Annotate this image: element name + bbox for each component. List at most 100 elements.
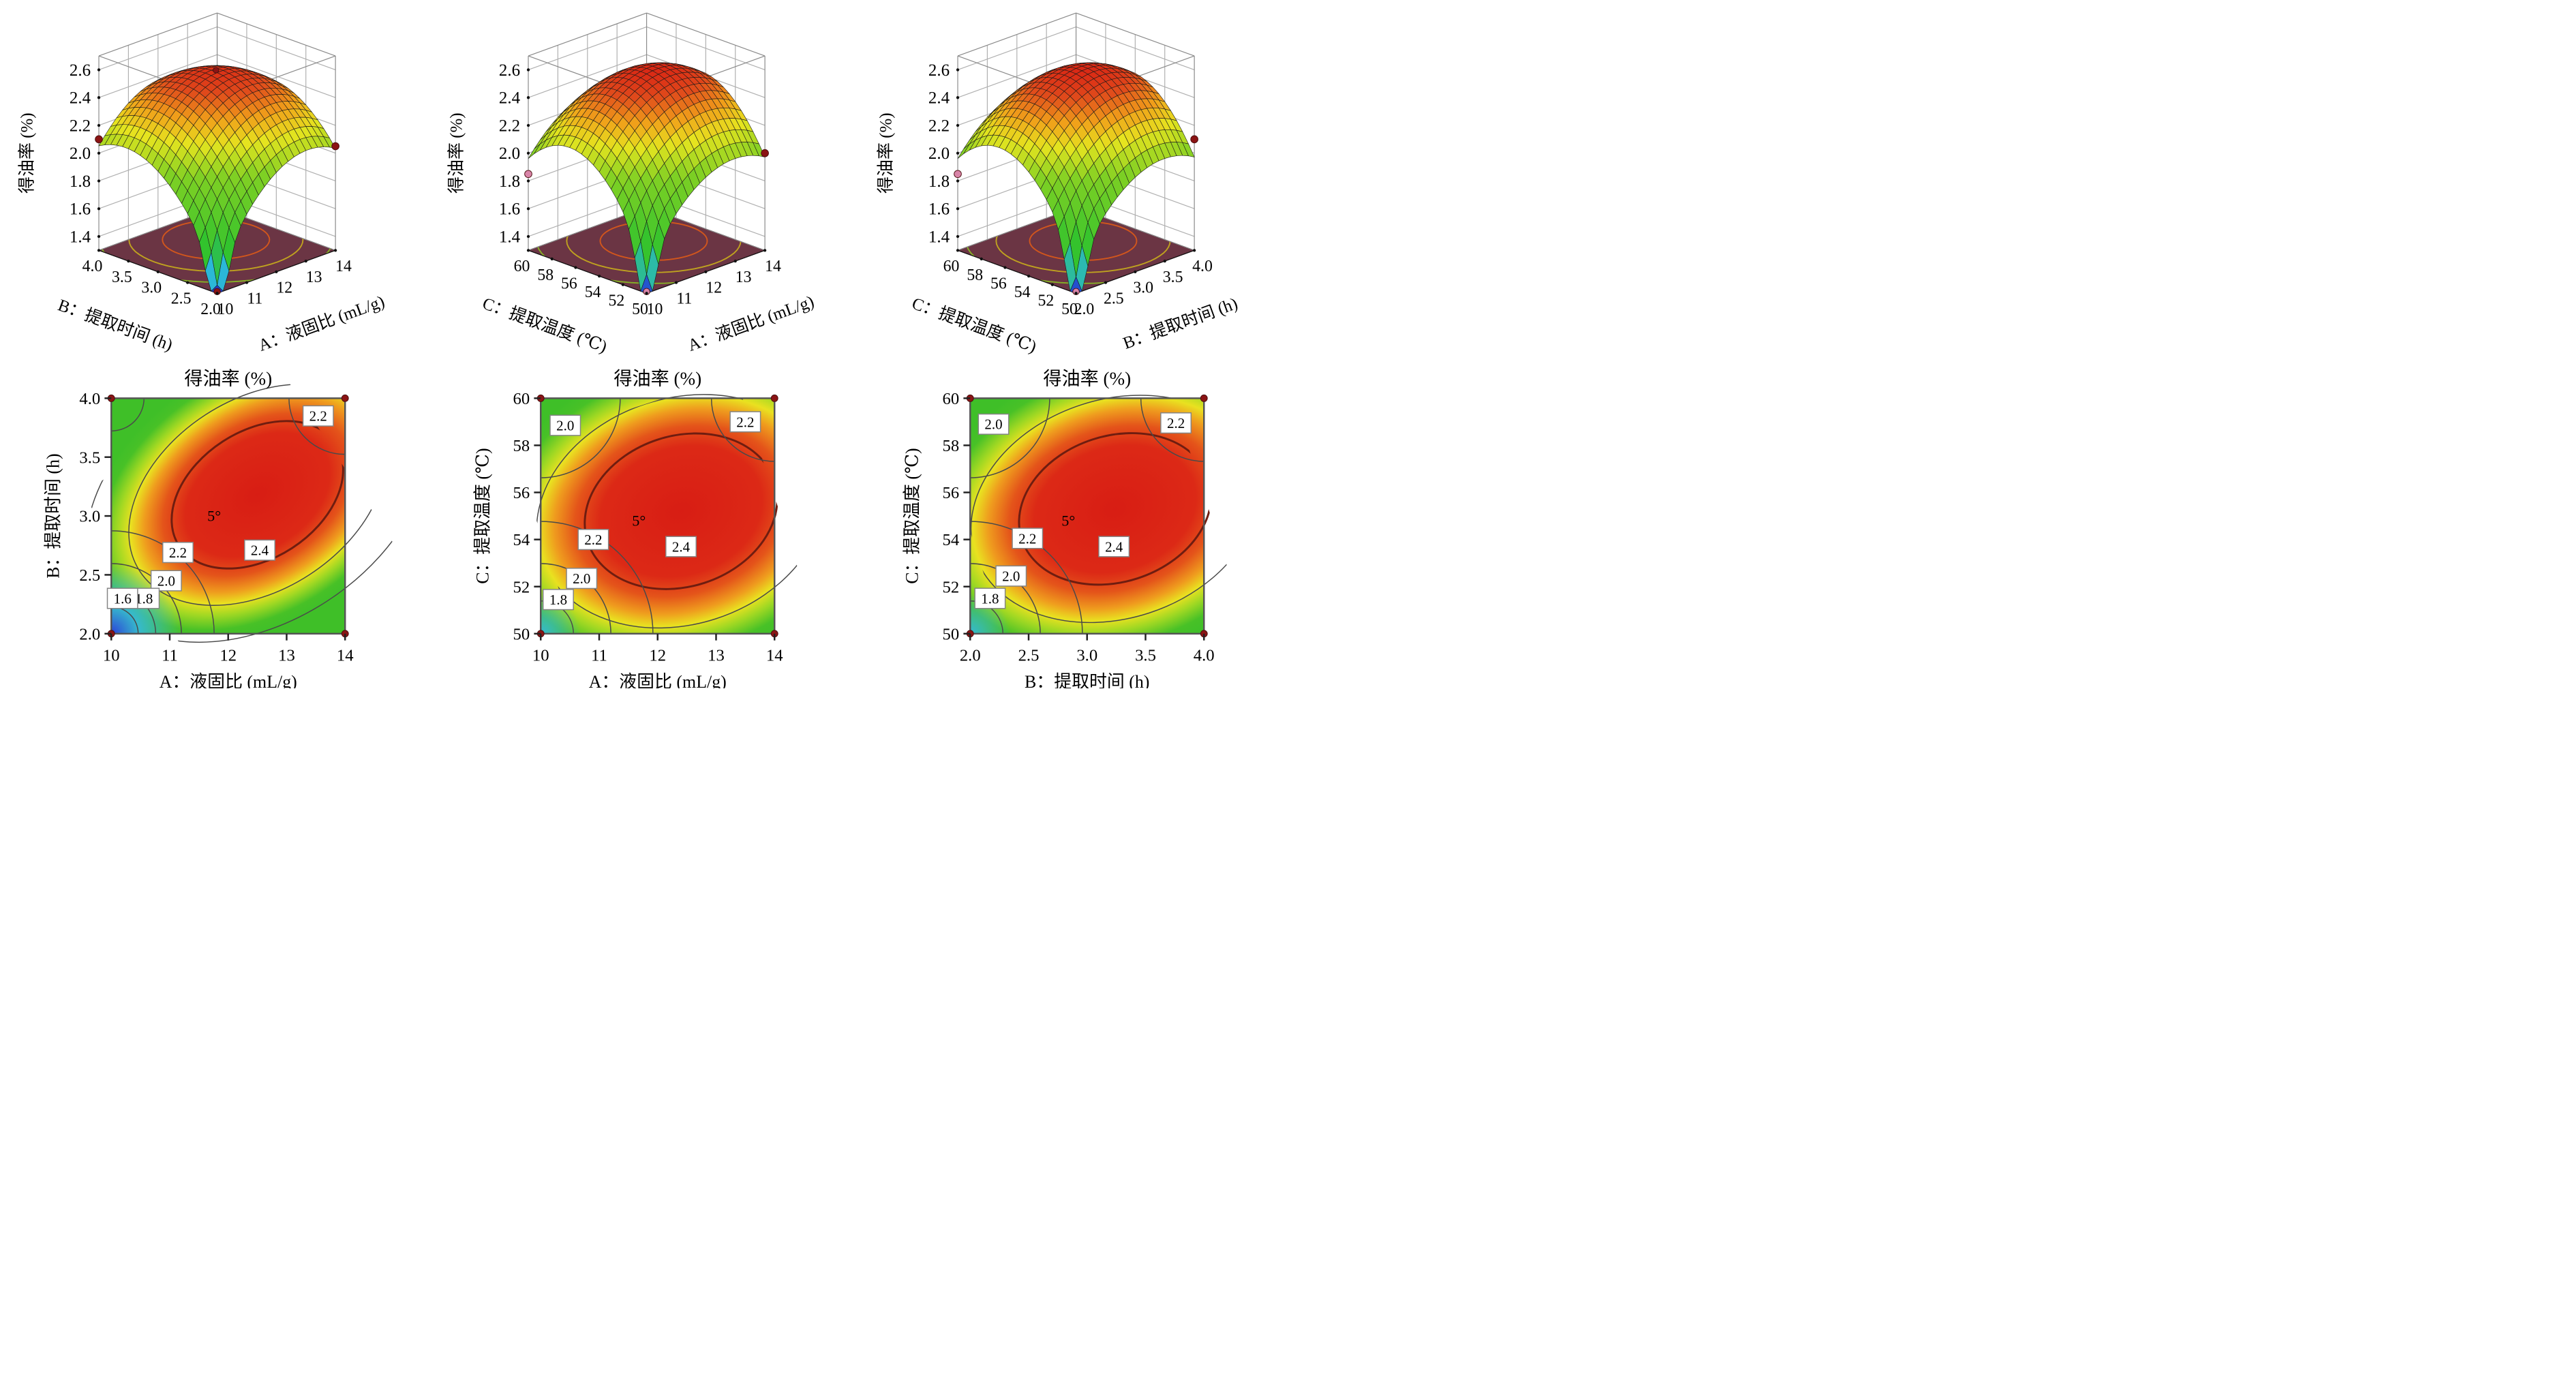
svg-text:2.5: 2.5 [171,290,192,308]
svg-text:2.2: 2.2 [736,414,754,430]
svg-text:56: 56 [561,275,577,292]
svg-text:50: 50 [943,625,960,643]
svg-text:4.0: 4.0 [82,258,103,275]
svg-text:2.4: 2.4 [1105,538,1123,555]
svg-text:58: 58 [943,437,960,455]
svg-text:2.0: 2.0 [1074,301,1095,318]
svg-text:54: 54 [585,284,601,301]
contour-A-C-svg: 2.0 2.2 5° 2.4 2.2 2.0 1.8 得油率 (%) 10 11 12 13 14 A：液… [473,369,808,688]
surface-B-C-svg: 2.6 2.4 2.2 2.0 1.8 1.6 1.4 得油率 (%) 60 58 56 54 52 50… [877,12,1241,356]
svg-text:60: 60 [514,258,530,275]
svg-text:56: 56 [990,275,1007,292]
contour-plot-a-c: 2.0 2.2 5° 2.4 2.2 2.0 1.8 得油率 (%) 10 11 12 13 14 A：液… [429,365,859,688]
svg-text:12: 12 [276,279,292,297]
svg-text:1.8: 1.8 [928,172,950,191]
svg-text:2.2: 2.2 [1167,415,1185,431]
svg-text:14: 14 [337,646,354,664]
svg-text:58: 58 [537,266,554,284]
svg-text:2.2: 2.2 [70,117,91,135]
svg-text:13: 13 [736,269,752,286]
svg-text:2.6: 2.6 [928,61,950,80]
svg-text:50: 50 [1061,301,1078,318]
svg-text:52: 52 [608,292,624,310]
svg-text:11: 11 [247,290,262,308]
svg-text:B：提取时间 (h): B：提取时间 (h) [1025,672,1149,688]
svg-text:52: 52 [513,578,530,596]
svg-text:10: 10 [532,646,549,664]
svg-text:2.2: 2.2 [499,117,520,135]
svg-text:56: 56 [943,484,960,502]
svg-text:C：提取温度 (℃): C：提取温度 (℃) [903,448,922,583]
svg-text:C：提取温度 (℃): C：提取温度 (℃) [480,294,609,356]
svg-text:10: 10 [103,646,120,664]
svg-text:A：液固比 (mL/g): A：液固比 (mL/g) [589,672,727,688]
svg-text:60: 60 [943,258,960,275]
svg-text:3.0: 3.0 [79,508,100,526]
svg-text:B：提取时间 (h): B：提取时间 (h) [1121,294,1241,353]
svg-text:2.0: 2.0 [157,572,175,589]
svg-text:5°: 5° [1061,512,1075,529]
svg-text:12: 12 [219,646,237,664]
svg-text:1.6: 1.6 [70,200,91,219]
svg-text:11: 11 [591,646,607,664]
svg-text:13: 13 [306,269,322,286]
svg-text:C：提取温度 (℃): C：提取温度 (℃) [909,294,1039,356]
svg-text:2.5: 2.5 [1104,290,1124,308]
svg-text:2.0: 2.0 [984,416,1002,433]
svg-text:B：提取时间 (h): B：提取时间 (h) [44,453,63,578]
contour-plot-b-c: 2.0 2.2 5° 2.4 2.2 2.0 1.8 得油率 (%) 2.0 2.5 3.0 3.5 4… [859,365,1288,688]
svg-text:60: 60 [513,390,530,408]
svg-text:A：液固比 (mL/g): A：液固比 (mL/g) [160,672,297,688]
svg-text:3.5: 3.5 [79,448,100,467]
svg-text:14: 14 [766,646,783,664]
svg-text:3.5: 3.5 [1163,269,1183,286]
svg-text:2.6: 2.6 [70,61,91,80]
svg-text:10: 10 [217,301,234,318]
svg-text:3.0: 3.0 [1133,279,1153,297]
svg-text:13: 13 [278,646,295,664]
svg-text:5°: 5° [632,512,646,529]
svg-text:2.0: 2.0 [928,144,950,163]
svg-text:58: 58 [513,437,530,455]
svg-text:2.0: 2.0 [499,144,520,163]
svg-text:56: 56 [513,484,530,502]
svg-text:A：液固比 (mL/g): A：液固比 (mL/g) [256,292,387,355]
svg-text:得油率 (%): 得油率 (%) [18,112,37,194]
svg-text:得油率 (%): 得油率 (%) [1043,369,1131,389]
svg-text:B：提取时间 (h): B：提取时间 (h) [55,296,175,355]
svg-text:1.8: 1.8 [499,172,520,191]
svg-text:2.0: 2.0 [573,570,590,587]
surface-A-B-svg: 2.6 2.4 2.2 2.0 1.8 1.6 1.4 得油率 (%) 4.0 3.5 3.0 2.5… [18,12,387,355]
svg-text:13: 13 [708,646,725,664]
svg-text:2.2: 2.2 [928,117,950,135]
svg-text:52: 52 [943,578,960,596]
svg-text:14: 14 [335,258,352,275]
svg-text:2.2: 2.2 [309,408,327,425]
contour-row: 2.2 5° 2.4 2.2 2.0 1.8 1.6 得油率 (%) 10 11 12 13 14 A：液… [0,365,1288,688]
svg-text:54: 54 [1014,284,1031,301]
svg-text:11: 11 [162,646,178,664]
svg-text:2.0: 2.0 [200,301,221,318]
contour-plot-a-b: 2.2 5° 2.4 2.2 2.0 1.8 1.6 得油率 (%) 10 11 12 13 14 A：液… [0,365,429,688]
svg-text:得油率 (%): 得油率 (%) [877,112,896,194]
svg-text:1.6: 1.6 [114,590,132,607]
svg-text:3.0: 3.0 [1076,646,1097,664]
svg-text:1.4: 1.4 [70,228,91,246]
svg-text:12: 12 [706,279,722,297]
svg-text:得油率 (%): 得油率 (%) [447,112,466,194]
surface-plot-a-b: 2.6 2.4 2.2 2.0 1.8 1.6 1.4 得油率 (%) 4.0 3.5 3.0 2.5… [0,0,429,365]
svg-text:11: 11 [676,290,692,308]
svg-text:2.0: 2.0 [79,625,100,643]
svg-text:2.2: 2.2 [1018,530,1036,547]
svg-text:2.0: 2.0 [70,144,91,163]
svg-text:2.4: 2.4 [70,89,91,108]
svg-text:12: 12 [649,646,666,664]
svg-text:2.6: 2.6 [499,61,520,80]
svg-text:2.2: 2.2 [584,532,602,548]
svg-text:1.6: 1.6 [928,200,950,219]
svg-text:2.4: 2.4 [672,538,691,555]
svg-text:4.0: 4.0 [1194,646,1215,664]
svg-text:54: 54 [943,531,960,549]
svg-text:4.0: 4.0 [1192,258,1213,275]
